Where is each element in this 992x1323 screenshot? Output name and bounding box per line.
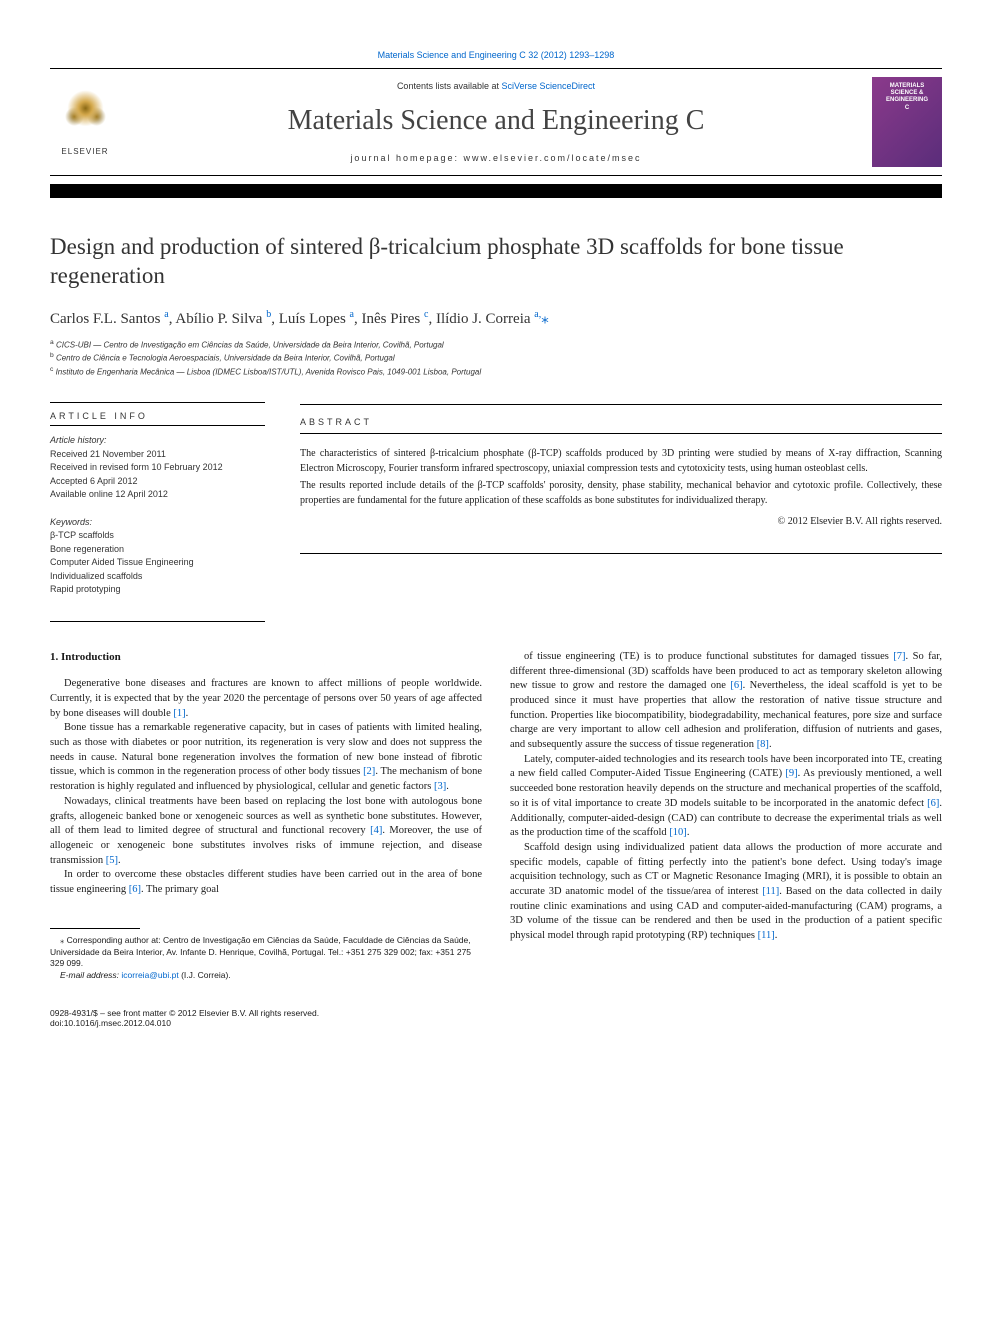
footer-issn-line: 0928-4931/$ – see front matter © 2012 El… (50, 1008, 319, 1018)
keywords-block: Keywords: β-TCP scaffolds Bone regenerat… (50, 516, 265, 597)
ref-link[interactable]: [4] (370, 825, 382, 836)
article-history: Article history: Received 21 November 20… (50, 434, 265, 502)
body-left-col: 1. Introduction Degenerative bone diseas… (50, 650, 482, 982)
page-root: Materials Science and Engineering C 32 (… (0, 0, 992, 1068)
elsevier-label: ELSEVIER (61, 147, 108, 156)
body-para: Lately, computer-aided technologies and … (510, 753, 942, 841)
elsevier-tree-icon (58, 89, 113, 144)
keyword: Bone regeneration (50, 543, 265, 557)
email-footnote: E-mail address: icorreia@ubi.pt (I.J. Co… (50, 970, 482, 982)
ref-link[interactable]: [3] (434, 781, 446, 792)
body-para: Scaffold design using individualized pat… (510, 841, 942, 944)
footnote-rule (50, 928, 140, 929)
page-footer: 0928-4931/$ – see front matter © 2012 El… (50, 1008, 942, 1028)
ref-link[interactable]: [7] (893, 651, 905, 662)
ref-link[interactable]: [5] (106, 855, 118, 866)
article-info-col: article info Article history: Received 2… (50, 398, 265, 622)
ref-link[interactable]: [6] (730, 680, 742, 691)
journal-homepage: journal homepage: www.elsevier.com/locat… (135, 153, 857, 163)
body-para: Degenerative bone diseases and fractures… (50, 677, 482, 721)
affiliation-c: c Instituto de Engenharia Mecânica — Lis… (50, 365, 942, 379)
ref-link[interactable]: [8] (757, 739, 769, 750)
footer-left: 0928-4931/$ – see front matter © 2012 El… (50, 1008, 319, 1028)
info-abstract-row: article info Article history: Received 2… (50, 398, 942, 622)
elsevier-logo[interactable]: ELSEVIER (50, 82, 120, 162)
abstract-copyright: © 2012 Elsevier B.V. All rights reserved… (300, 514, 942, 529)
contents-available-line: Contents lists available at SciVerse Sci… (135, 81, 857, 91)
abstract-p1: The characteristics of sintered β-trical… (300, 446, 942, 476)
body-para: In order to overcome these obstacles dif… (50, 868, 482, 897)
cover-text: MATERIALS SCIENCE & ENGINEERING C (886, 83, 928, 112)
rule (300, 433, 942, 434)
author-list: Carlos F.L. Santos a, Abílio P. Silva b,… (50, 309, 942, 328)
email-link[interactable]: icorreia@ubi.pt (121, 970, 178, 980)
affiliation-a: a CICS-UBI — Centro de Investigação em C… (50, 338, 942, 352)
abstract-p2: The results reported include details of … (300, 478, 942, 508)
abstract-col: abstract The characteristics of sintered… (300, 398, 942, 622)
ref-link[interactable]: [6] (129, 884, 141, 895)
rule (50, 402, 265, 403)
homepage-url[interactable]: www.elsevier.com/locate/msec (464, 153, 642, 163)
history-accepted: Accepted 6 April 2012 (50, 475, 265, 489)
affiliation-b: b Centro de Ciência e Tecnologia Aeroesp… (50, 351, 942, 365)
rule (300, 553, 942, 554)
history-revised: Received in revised form 10 February 201… (50, 461, 265, 475)
ref-link[interactable]: [2] (363, 766, 375, 777)
body-para: Nowadays, clinical treatments have been … (50, 795, 482, 868)
keyword: Rapid prototyping (50, 583, 265, 597)
keyword: β-TCP scaffolds (50, 529, 265, 543)
article-info-label: article info (50, 411, 265, 421)
journal-name: Materials Science and Engineering C (135, 105, 857, 137)
ref-link[interactable]: [10] (669, 827, 687, 838)
sciverse-link[interactable]: SciVerse ScienceDirect (502, 81, 596, 91)
affiliations: a CICS-UBI — Centro de Investigação em C… (50, 338, 942, 379)
rule (50, 425, 265, 426)
keyword: Computer Aided Tissue Engineering (50, 556, 265, 570)
section-heading-1: 1. Introduction (50, 650, 482, 665)
footer-doi-line: doi:10.1016/j.msec.2012.04.010 (50, 1018, 319, 1028)
journal-header-box: ELSEVIER Contents lists available at Sci… (50, 68, 942, 176)
body-right-col: of tissue engineering (TE) is to produce… (510, 650, 942, 982)
body-para: Bone tissue has a remarkable regenerativ… (50, 721, 482, 794)
journal-cover-thumb[interactable]: MATERIALS SCIENCE & ENGINEERING C (872, 77, 942, 167)
article-title: Design and production of sintered β-tric… (50, 233, 942, 291)
ref-link[interactable]: [1] (173, 708, 185, 719)
rule (300, 404, 942, 405)
header-center: Contents lists available at SciVerse Sci… (120, 81, 872, 163)
corresponding-author-footnote: ⁎ Corresponding author at: Centro de Inv… (50, 935, 482, 971)
header-black-bar (50, 184, 942, 198)
abstract-label: abstract (300, 417, 942, 427)
keywords-label: Keywords: (50, 516, 265, 530)
history-received: Received 21 November 2011 (50, 448, 265, 462)
ref-link[interactable]: [9] (785, 768, 797, 779)
body-two-column: 1. Introduction Degenerative bone diseas… (50, 650, 942, 982)
rule (50, 621, 265, 622)
abstract-text: The characteristics of sintered β-trical… (300, 446, 942, 529)
ref-link[interactable]: [11] (762, 886, 779, 897)
body-para: of tissue engineering (TE) is to produce… (510, 650, 942, 753)
keyword: Individualized scaffolds (50, 570, 265, 584)
citation-header[interactable]: Materials Science and Engineering C 32 (… (50, 50, 942, 60)
ref-link[interactable]: [6] (927, 798, 939, 809)
ref-link[interactable]: [11] (758, 930, 775, 941)
history-label: Article history: (50, 434, 265, 448)
history-online: Available online 12 April 2012 (50, 488, 265, 502)
